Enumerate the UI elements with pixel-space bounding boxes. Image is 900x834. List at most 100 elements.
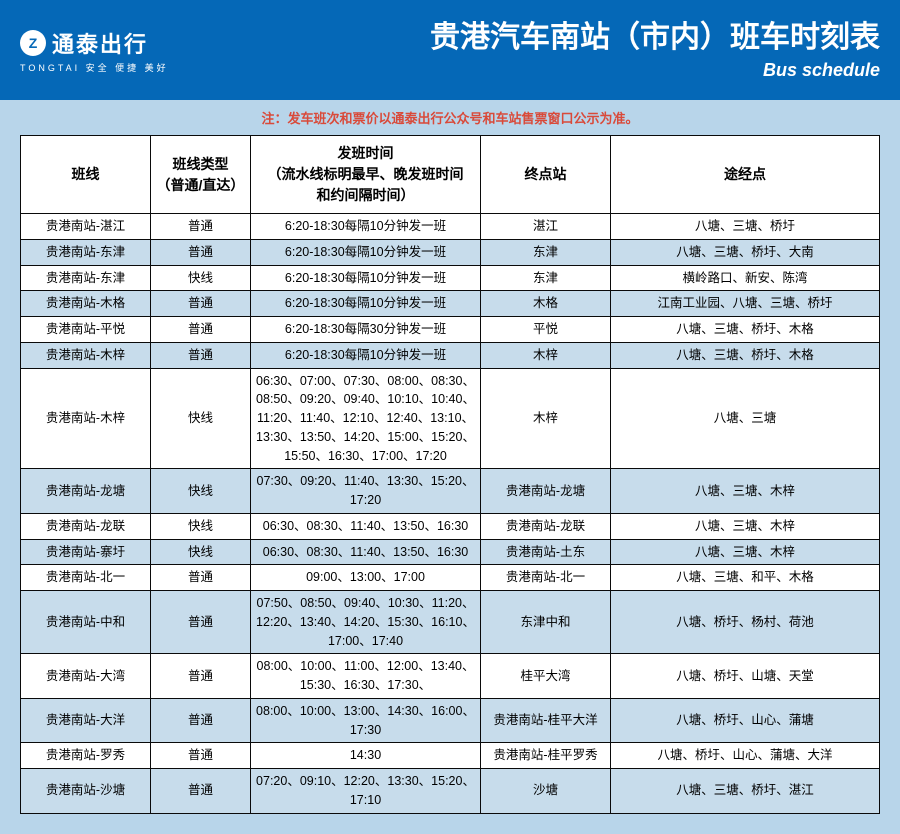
logo-tagline: TONGTAI 安全 便捷 美好	[20, 61, 169, 74]
cell-type: 快线	[151, 539, 251, 565]
col-header-1: 班线类型（普通/直达）	[151, 136, 251, 214]
cell-via: 八塘、三塘、木梓	[611, 513, 880, 539]
cell-via: 八塘、桥圩、山心、蒲塘、大洋	[611, 743, 880, 769]
cell-route: 贵港南站-大湾	[21, 654, 151, 699]
table-row: 贵港南站-中和普通07:50、08:50、09:40、10:30、11:20、1…	[21, 591, 880, 654]
cell-time: 06:30、08:30、11:40、13:50、16:30	[251, 513, 481, 539]
cell-type: 普通	[151, 654, 251, 699]
cell-via: 八塘、三塘	[611, 368, 880, 469]
cell-via: 八塘、桥圩、山心、蒲塘	[611, 698, 880, 743]
logo-brand: 通泰出行	[52, 27, 148, 59]
cell-dest: 木梓	[481, 368, 611, 469]
cell-via: 八塘、三塘、木梓	[611, 539, 880, 565]
table-header: 班线班线类型（普通/直达）发班时间（流水线标明最早、晚发班时间和约间隔时间）终点…	[21, 136, 880, 214]
cell-type: 普通	[151, 591, 251, 654]
logo-top: Z 通泰出行	[20, 27, 169, 59]
cell-type: 普通	[151, 239, 251, 265]
cell-dest: 桂平大湾	[481, 654, 611, 699]
notice-text: 注：发车班次和票价以通泰出行公众号和车站售票窗口公示为准。	[0, 100, 900, 135]
cell-route: 贵港南站-东津	[21, 239, 151, 265]
cell-route: 贵港南站-平悦	[21, 317, 151, 343]
cell-via: 江南工业园、八塘、三塘、桥圩	[611, 291, 880, 317]
cell-via: 八塘、三塘、桥圩、木格	[611, 317, 880, 343]
cell-type: 普通	[151, 291, 251, 317]
col-header-4: 途经点	[611, 136, 880, 214]
logo-icon: Z	[20, 30, 46, 56]
cell-route: 贵港南站-湛江	[21, 214, 151, 240]
table-row: 贵港南站-罗秀普通14:30贵港南站-桂平罗秀八塘、桥圩、山心、蒲塘、大洋	[21, 743, 880, 769]
cell-type: 快线	[151, 469, 251, 514]
schedule-table-wrap: 班线班线类型（普通/直达）发班时间（流水线标明最早、晚发班时间和约间隔时间）终点…	[0, 135, 900, 834]
cell-route: 贵港南站-东津	[21, 265, 151, 291]
page-title: 贵港汽车南站（市内）班车时刻表	[430, 12, 880, 56]
cell-route: 贵港南站-沙塘	[21, 769, 151, 814]
cell-route: 贵港南站-木梓	[21, 342, 151, 368]
header: Z 通泰出行 TONGTAI 安全 便捷 美好 贵港汽车南站（市内）班车时刻表 …	[0, 0, 900, 100]
cell-dest: 木格	[481, 291, 611, 317]
cell-time: 6:20-18:30每隔10分钟发一班	[251, 265, 481, 291]
cell-dest: 贵港南站-龙塘	[481, 469, 611, 514]
table-row: 贵港南站-龙联快线06:30、08:30、11:40、13:50、16:30贵港…	[21, 513, 880, 539]
cell-type: 普通	[151, 342, 251, 368]
logo: Z 通泰出行 TONGTAI 安全 便捷 美好	[20, 27, 169, 74]
col-header-3: 终点站	[481, 136, 611, 214]
table-row: 贵港南站-寨圩快线06:30、08:30、11:40、13:50、16:30贵港…	[21, 539, 880, 565]
cell-type: 普通	[151, 565, 251, 591]
table-row: 贵港南站-木梓快线06:30、07:00、07:30、08:00、08:30、0…	[21, 368, 880, 469]
cell-type: 快线	[151, 368, 251, 469]
cell-dest: 平悦	[481, 317, 611, 343]
cell-route: 贵港南站-大洋	[21, 698, 151, 743]
cell-via: 八塘、三塘、桥圩、大南	[611, 239, 880, 265]
cell-via: 八塘、三塘、和平、木格	[611, 565, 880, 591]
cell-time: 08:00、10:00、13:00、14:30、16:00、17:30	[251, 698, 481, 743]
cell-via: 八塘、三塘、桥圩	[611, 214, 880, 240]
cell-dest: 东津	[481, 239, 611, 265]
cell-dest: 贵港南站-土东	[481, 539, 611, 565]
cell-time: 07:20、09:10、12:20、13:30、15:20、17:10	[251, 769, 481, 814]
cell-time: 06:30、07:00、07:30、08:00、08:30、08:50、09:2…	[251, 368, 481, 469]
table-row: 贵港南站-东津普通6:20-18:30每隔10分钟发一班东津八塘、三塘、桥圩、大…	[21, 239, 880, 265]
cell-time: 08:00、10:00、11:00、12:00、13:40、15:30、16:3…	[251, 654, 481, 699]
cell-route: 贵港南站-木梓	[21, 368, 151, 469]
schedule-table: 班线班线类型（普通/直达）发班时间（流水线标明最早、晚发班时间和约间隔时间）终点…	[20, 135, 880, 814]
cell-dest: 贵港南站-桂平大洋	[481, 698, 611, 743]
cell-dest: 沙塘	[481, 769, 611, 814]
cell-time: 6:20-18:30每隔10分钟发一班	[251, 214, 481, 240]
cell-via: 八塘、三塘、桥圩、湛江	[611, 769, 880, 814]
cell-dest: 东津中和	[481, 591, 611, 654]
cell-type: 快线	[151, 513, 251, 539]
cell-via: 八塘、三塘、木梓	[611, 469, 880, 514]
cell-type: 普通	[151, 769, 251, 814]
cell-dest: 贵港南站-北一	[481, 565, 611, 591]
cell-type: 普通	[151, 214, 251, 240]
cell-dest: 贵港南站-龙联	[481, 513, 611, 539]
cell-route: 贵港南站-寨圩	[21, 539, 151, 565]
cell-route: 贵港南站-罗秀	[21, 743, 151, 769]
cell-type: 快线	[151, 265, 251, 291]
cell-type: 普通	[151, 698, 251, 743]
cell-type: 普通	[151, 743, 251, 769]
cell-dest: 木梓	[481, 342, 611, 368]
cell-via: 八塘、桥圩、山塘、天堂	[611, 654, 880, 699]
table-row: 贵港南站-大洋普通08:00、10:00、13:00、14:30、16:00、1…	[21, 698, 880, 743]
table-row: 贵港南站-沙塘普通07:20、09:10、12:20、13:30、15:20、1…	[21, 769, 880, 814]
col-header-2: 发班时间（流水线标明最早、晚发班时间和约间隔时间）	[251, 136, 481, 214]
table-row: 贵港南站-木梓普通6:20-18:30每隔10分钟发一班木梓八塘、三塘、桥圩、木…	[21, 342, 880, 368]
cell-route: 贵港南站-龙联	[21, 513, 151, 539]
cell-route: 贵港南站-木格	[21, 291, 151, 317]
cell-time: 14:30	[251, 743, 481, 769]
cell-via: 八塘、桥圩、杨村、荷池	[611, 591, 880, 654]
cell-dest: 湛江	[481, 214, 611, 240]
cell-time: 06:30、08:30、11:40、13:50、16:30	[251, 539, 481, 565]
col-header-0: 班线	[21, 136, 151, 214]
table-row: 贵港南站-木格普通6:20-18:30每隔10分钟发一班木格江南工业园、八塘、三…	[21, 291, 880, 317]
table-row: 贵港南站-平悦普通6:20-18:30每隔30分钟发一班平悦八塘、三塘、桥圩、木…	[21, 317, 880, 343]
page-subtitle: Bus schedule	[430, 60, 880, 81]
cell-via: 横岭路口、新安、陈湾	[611, 265, 880, 291]
cell-time: 07:50、08:50、09:40、10:30、11:20、12:20、13:4…	[251, 591, 481, 654]
table-body: 贵港南站-湛江普通6:20-18:30每隔10分钟发一班湛江八塘、三塘、桥圩贵港…	[21, 214, 880, 814]
cell-time: 07:30、09:20、11:40、13:30、15:20、17:20	[251, 469, 481, 514]
cell-via: 八塘、三塘、桥圩、木格	[611, 342, 880, 368]
table-row: 贵港南站-大湾普通08:00、10:00、11:00、12:00、13:40、1…	[21, 654, 880, 699]
cell-dest: 贵港南站-桂平罗秀	[481, 743, 611, 769]
